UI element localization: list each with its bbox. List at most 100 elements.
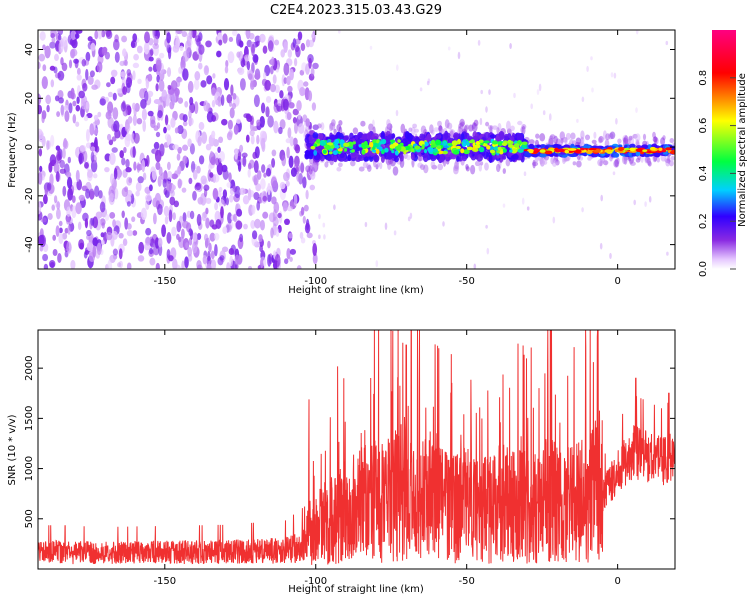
spectrogram-cell bbox=[265, 96, 272, 103]
spectrogram-cell bbox=[239, 144, 244, 153]
y-tick-label: 20 bbox=[24, 92, 35, 105]
spectrogram-cell bbox=[609, 252, 612, 259]
spectrogram-cell bbox=[350, 160, 356, 167]
spectrogram-cell bbox=[198, 62, 203, 70]
spectrogram-cell bbox=[177, 97, 184, 104]
spectrogram-cell bbox=[572, 161, 577, 166]
spectrogram-cell bbox=[255, 40, 260, 47]
spectrogram-cell bbox=[72, 100, 77, 107]
spectrogram-cell bbox=[153, 99, 161, 105]
spectrogram-cell bbox=[586, 65, 589, 72]
spectrogram-cell bbox=[168, 209, 173, 223]
spectrogram-cell bbox=[185, 39, 192, 53]
spectrogram-cell bbox=[279, 90, 284, 99]
spectrogram-cell bbox=[275, 228, 280, 237]
spectrogram-cell bbox=[105, 30, 112, 37]
spectrogram-cell bbox=[384, 222, 388, 230]
spectrogram-cell bbox=[222, 33, 228, 44]
spectrogram-cell bbox=[580, 130, 585, 140]
x-tick-label: -150 bbox=[153, 576, 176, 587]
spectrogram-cell bbox=[125, 167, 132, 173]
spectrogram-cell bbox=[131, 102, 136, 110]
spectrogram-cell bbox=[604, 149, 613, 153]
spectrogram-cell bbox=[473, 263, 477, 269]
spectrogram-cell bbox=[260, 258, 264, 269]
spectrogram-cell bbox=[213, 232, 220, 241]
spectrogram-cell bbox=[68, 102, 73, 114]
spectrogram-cell bbox=[410, 153, 415, 161]
spectrogram-cell bbox=[125, 158, 130, 169]
spectrogram-cell bbox=[187, 138, 192, 148]
spectrogram-cell bbox=[253, 160, 259, 173]
spectrogram-cell bbox=[292, 108, 299, 116]
spectrogram-cell bbox=[477, 39, 481, 46]
spectrogram-cell bbox=[510, 125, 515, 132]
spectrogram-cell bbox=[153, 212, 157, 225]
spectrogram-cell bbox=[272, 216, 279, 227]
spectrogram-cell bbox=[181, 260, 185, 269]
spectrogram-cell bbox=[479, 117, 483, 126]
spectrogram-cell bbox=[427, 78, 431, 84]
spectrogram-cell bbox=[144, 31, 150, 44]
spectrogram-cell bbox=[78, 152, 84, 164]
spectrogram-cell bbox=[78, 90, 86, 99]
spectrogram-cell bbox=[61, 62, 68, 72]
spectrogram-xlabel: Height of straight line (km) bbox=[288, 285, 424, 296]
spectrogram-cell bbox=[308, 57, 312, 69]
spectrogram-cell bbox=[282, 201, 288, 212]
spectrogram-cell bbox=[164, 215, 169, 225]
spectrogram-cell bbox=[76, 67, 81, 76]
spectrogram-cell bbox=[38, 128, 43, 136]
spectrogram-cell bbox=[55, 154, 62, 164]
spectrogram-cell bbox=[629, 143, 636, 149]
spectrogram-cell bbox=[255, 183, 262, 192]
spectrogram-cell bbox=[156, 74, 160, 83]
spectrogram-cell bbox=[318, 213, 321, 220]
spectrogram-cell bbox=[485, 106, 488, 113]
spectrogram-cell bbox=[234, 254, 240, 265]
spectrogram-cell bbox=[642, 149, 648, 153]
spectrogram-cell bbox=[287, 127, 292, 139]
spectrogram-cell bbox=[214, 243, 218, 257]
spectrogram-cell bbox=[227, 212, 233, 224]
spectrogram-cell bbox=[181, 31, 188, 38]
spectrogram-cell bbox=[308, 39, 314, 48]
spectrogram-cell bbox=[75, 30, 83, 34]
spectrogram-cell bbox=[233, 124, 239, 135]
spectrogram-cell bbox=[78, 239, 85, 250]
spectrogram-cell bbox=[444, 130, 449, 140]
spectrogram-cell bbox=[444, 119, 450, 129]
spectrogram-cell bbox=[90, 146, 96, 152]
spectrogram-cell bbox=[226, 182, 232, 188]
spectrogram-cell bbox=[220, 94, 225, 106]
spectrogram-cell bbox=[510, 148, 518, 154]
spectrogram-cell bbox=[613, 72, 617, 79]
spectrogram-cell bbox=[205, 197, 212, 204]
spectrogram-cell bbox=[358, 144, 362, 148]
spectrogram-cell bbox=[339, 153, 345, 159]
spectrogram-cell bbox=[304, 222, 311, 234]
spectrogram-cell bbox=[154, 149, 162, 163]
spectrogram-cell bbox=[564, 149, 570, 154]
spectrogram-cell bbox=[161, 224, 167, 238]
spectrogram-cell bbox=[167, 46, 172, 60]
spectrogram-cell bbox=[224, 65, 229, 74]
spectrogram-cell bbox=[118, 232, 124, 239]
spectrogram-cell bbox=[145, 194, 152, 202]
spectrogram-cell bbox=[544, 150, 553, 155]
spectrogram-cell bbox=[225, 197, 230, 206]
spectrogram-cell bbox=[265, 106, 270, 118]
spectrogram-cell bbox=[53, 162, 60, 174]
spectrogram-cell bbox=[319, 140, 326, 146]
spectrogram-cell bbox=[267, 240, 271, 249]
spectrogram-cell bbox=[430, 129, 435, 135]
spectrogram-frame bbox=[37, 29, 676, 270]
spectrogram-cell bbox=[509, 135, 515, 142]
spectrogram-cell bbox=[209, 232, 216, 242]
spectrogram-cell bbox=[300, 162, 305, 174]
spectrogram-cell bbox=[380, 155, 385, 163]
spectrogram-cell bbox=[281, 154, 287, 167]
spectrogram-cell bbox=[503, 135, 509, 142]
spectrogram-cell bbox=[361, 149, 366, 155]
spectrogram-cell bbox=[227, 51, 235, 64]
